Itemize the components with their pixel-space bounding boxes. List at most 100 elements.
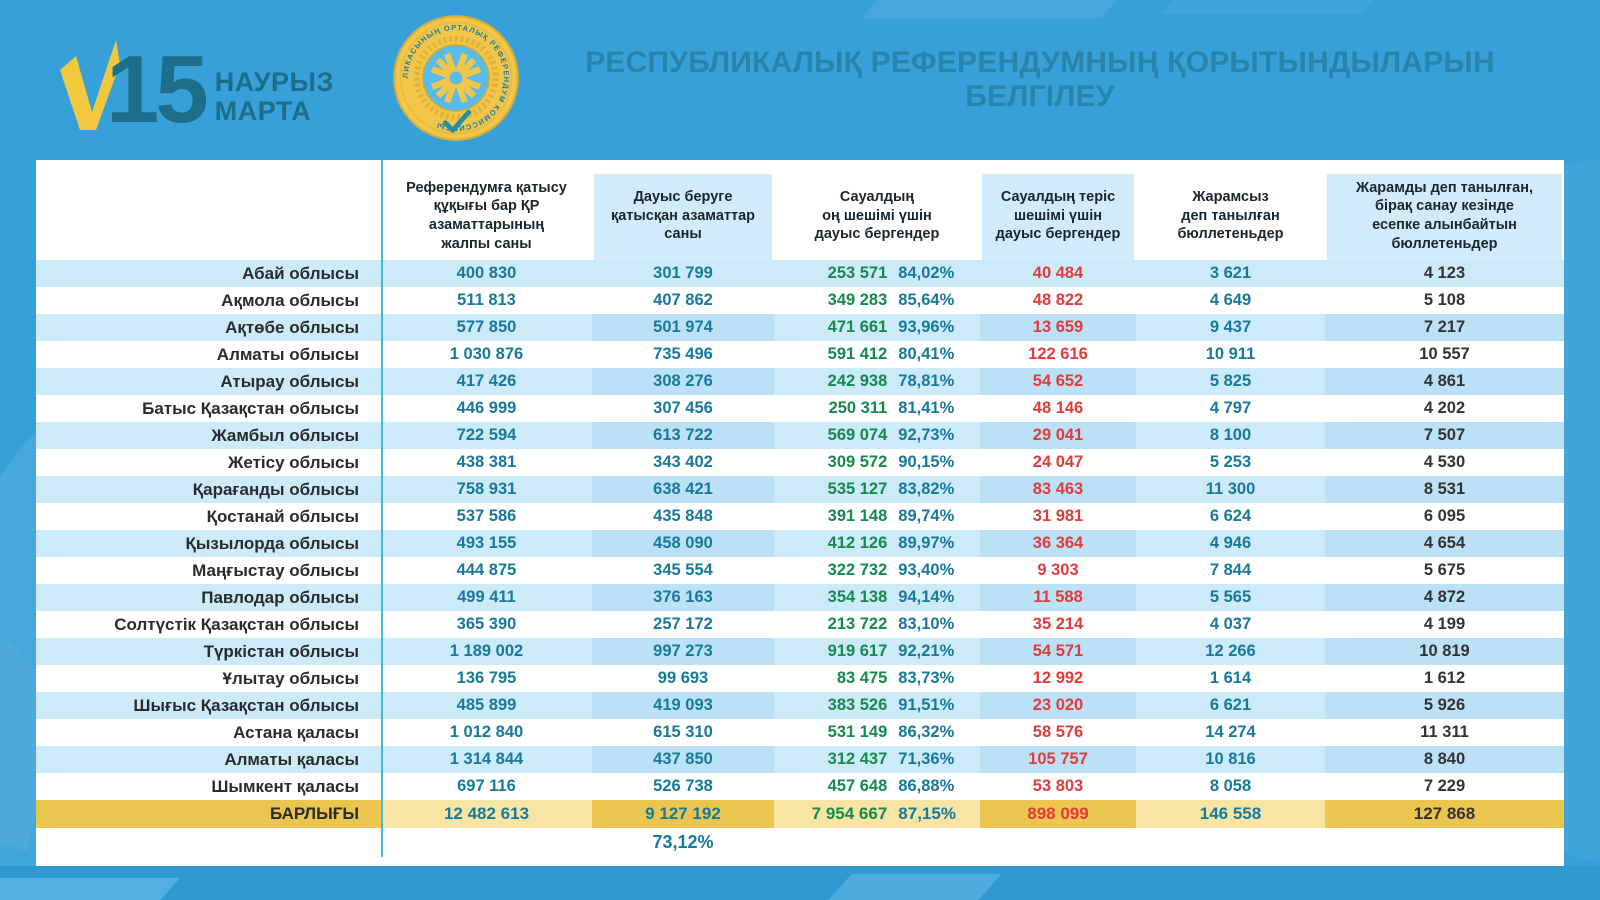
yes-cell: 591 412 80,41% — [774, 341, 980, 368]
seal-checkmark-icon — [442, 109, 472, 133]
table-row: Солтүстік Қазақстан облысы 365 390 257 1… — [36, 611, 1564, 638]
no-count: 54 652 — [980, 368, 1136, 395]
yes-percent: 71,36% — [898, 750, 955, 768]
region-name: Ақмола облысы — [221, 290, 359, 310]
eligible-count: 697 116 — [457, 777, 516, 795]
yes-percent: 80,41% — [898, 345, 955, 363]
region-name: Павлодар облысы — [201, 587, 359, 607]
eligible-count: 444 875 — [456, 561, 517, 579]
invalid-count: 10 911 — [1205, 345, 1256, 363]
voted-count: 345 554 — [653, 561, 713, 579]
yes-count: 591 412 — [827, 345, 888, 363]
yes-percent: 89,97% — [898, 534, 955, 552]
region-name: Түркістан облысы — [203, 641, 359, 661]
region-name: Ұлытау облысы — [222, 668, 359, 688]
yes-percent: 92,73% — [898, 426, 955, 444]
yes-count: 412 126 — [827, 534, 888, 552]
voted-count: 407 862 — [653, 291, 713, 309]
region-name: Қарағанды облысы — [192, 479, 359, 499]
eligible-count: 758 931 — [456, 480, 517, 498]
table-row: Ақтөбе облысы 577 850 501 974 471 661 93… — [36, 314, 1564, 341]
eligible-count: 485 899 — [456, 696, 517, 714]
total-invalid: 146 558 — [1136, 800, 1325, 828]
yes-cell: 309 572 90,15% — [774, 449, 980, 476]
yes-count: 531 149 — [827, 723, 888, 741]
total-row: БАРЛЫҒЫ 12 482 613 9 127 192 7 954 667 8… — [36, 800, 1564, 828]
yes-count: 919 617 — [827, 642, 888, 660]
no-count: 31 981 — [1032, 507, 1084, 525]
region-name: Жамбыл облысы — [211, 425, 359, 445]
not-counted-count: 4 530 — [1423, 453, 1466, 471]
total-label: БАРЛЫҒЫ — [36, 800, 381, 828]
month-russian: МАРТА — [214, 95, 312, 126]
yes-cell: 471 661 93,96% — [774, 314, 980, 341]
date-month: НАУРЫЗ МАРТА — [214, 67, 334, 126]
total-yes: 7 954 667 87,15% — [774, 800, 980, 828]
not-counted-count: 7 507 — [1325, 422, 1564, 449]
invalid-count: 4 649 — [1209, 291, 1252, 309]
yes-percent: 94,14% — [898, 588, 955, 606]
region-name: Қостанай облысы — [206, 506, 359, 526]
yes-cell: 213 722 83,10% — [774, 611, 980, 638]
voted-count: 343 402 — [653, 453, 713, 471]
total-yes-percent: 87,15% — [898, 804, 956, 823]
region-name: Солтүстік Қазақстан облысы — [114, 614, 359, 634]
no-count: 11 588 — [980, 584, 1136, 611]
yes-percent: 90,15% — [898, 453, 955, 471]
yes-cell: 253 571 84,02% — [774, 260, 980, 287]
yes-count: 312 437 — [827, 750, 888, 768]
voted-count: 638 421 — [592, 476, 774, 503]
table-row: Қостанай облысы 537 586 435 848 391 148 … — [36, 503, 1564, 530]
no-count: 105 757 — [980, 746, 1136, 773]
not-counted-count: 10 819 — [1325, 638, 1564, 665]
voted-count: 458 090 — [592, 530, 774, 557]
no-count: 36 364 — [980, 530, 1136, 557]
eligible-count: 417 426 — [456, 372, 517, 390]
turnout-percent: 73,12% — [652, 832, 714, 852]
table-row: Шығыс Қазақстан облысы 485 899 419 093 3… — [36, 692, 1564, 719]
column-header-eligible: Референдумға қатысу құқығы бар ҚР азамат… — [406, 179, 567, 252]
not-counted-count: 11 311 — [1420, 723, 1469, 741]
column-header-yes: Сауалдың оң шешімі үшін дауыс бергендер — [814, 189, 940, 243]
yes-percent: 92,21% — [898, 642, 955, 660]
no-count: 29 041 — [980, 422, 1136, 449]
invalid-count: 1 614 — [1209, 669, 1252, 687]
voted-count: 501 974 — [592, 314, 774, 341]
no-count: 24 047 — [1032, 453, 1084, 471]
not-counted-count: 7 229 — [1423, 777, 1466, 795]
checkmark-icon — [60, 40, 120, 130]
not-counted-count: 5 108 — [1423, 291, 1466, 309]
invalid-count: 4 946 — [1209, 534, 1252, 552]
yes-cell: 354 138 94,14% — [774, 584, 980, 611]
total-eligible: 12 482 613 — [381, 800, 592, 828]
bottom-wedge — [828, 874, 1002, 900]
yes-percent: 84,02% — [898, 264, 955, 282]
invalid-count: 11 300 — [1205, 480, 1256, 498]
table-row: Ақмола облысы 511 813 407 862 349 283 85… — [36, 287, 1564, 314]
voted-count: 301 799 — [653, 264, 713, 282]
referendum-date-logo: 15 НАУРЫЗ МАРТА — [56, 30, 334, 138]
yes-cell: 322 732 93,40% — [774, 557, 980, 584]
invalid-count: 5 253 — [1209, 453, 1252, 471]
no-count: 13 659 — [980, 314, 1136, 341]
region-name: Ақтөбе облысы — [225, 317, 359, 337]
invalid-count: 6 621 — [1209, 696, 1252, 714]
yes-count: 349 283 — [827, 291, 888, 309]
yes-count: 322 732 — [827, 561, 888, 579]
column-header-invalid: Жарамсыз деп танылған бюллетеньдер — [1177, 189, 1284, 243]
region-name: Шымкент қаласы — [211, 776, 359, 796]
invalid-count: 5 825 — [1209, 372, 1252, 390]
table-row: Қарағанды облысы 758 931 638 421 535 127… — [36, 476, 1564, 503]
not-counted-count: 5 926 — [1325, 692, 1564, 719]
yes-percent: 86,32% — [898, 723, 955, 741]
table-row: Түркістан облысы 1 189 002 997 273 919 6… — [36, 638, 1564, 665]
not-counted-count: 10 557 — [1419, 345, 1470, 363]
not-counted-count: 8 531 — [1325, 476, 1564, 503]
yes-count: 83 475 — [836, 669, 888, 687]
yes-cell: 242 938 78,81% — [774, 368, 980, 395]
yes-cell: 535 127 83,82% — [774, 476, 980, 503]
invalid-count: 5 565 — [1209, 588, 1252, 606]
region-name: Абай облысы — [242, 263, 359, 283]
yes-count: 354 138 — [827, 588, 888, 606]
voted-count: 308 276 — [592, 368, 774, 395]
